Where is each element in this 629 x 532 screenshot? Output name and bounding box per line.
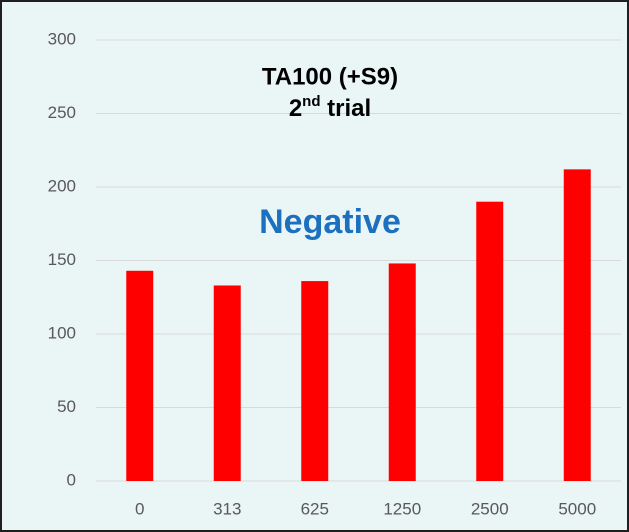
- y-tick-label: 150: [48, 250, 76, 269]
- x-tick-label: 2500: [471, 499, 509, 518]
- bar: [388, 263, 416, 481]
- x-tick-label: 625: [301, 499, 329, 518]
- y-tick-label: 100: [48, 323, 76, 342]
- bar: [301, 281, 329, 481]
- y-tick-label: 50: [57, 397, 76, 416]
- grid: 0 50 100 150 200 250 300 0 313 625 1250 2500 5000: [48, 29, 621, 518]
- annotation: Negative: [259, 203, 401, 241]
- bar: [126, 270, 154, 481]
- subtitle-part: nd: [302, 93, 320, 110]
- y-tick-label: 0: [67, 470, 76, 489]
- y-tick-label: 300: [48, 29, 76, 48]
- subtitle-part: 2: [289, 95, 302, 122]
- x-tick-label: 0: [135, 499, 144, 518]
- bar: [563, 169, 591, 482]
- chart-title: TA100 (+S9): [262, 63, 398, 90]
- x-tick-label: 1250: [383, 499, 421, 518]
- subtitle-part: trial: [321, 95, 372, 122]
- x-tick-label: 5000: [558, 499, 596, 518]
- bar: [213, 285, 241, 481]
- y-tick-label: 200: [48, 176, 76, 195]
- bars: [126, 169, 591, 482]
- bar: [476, 201, 504, 481]
- x-tick-label: 313: [213, 499, 241, 518]
- y-tick-label: 250: [48, 103, 76, 122]
- chart-subtitle: 2nd trial: [289, 93, 371, 122]
